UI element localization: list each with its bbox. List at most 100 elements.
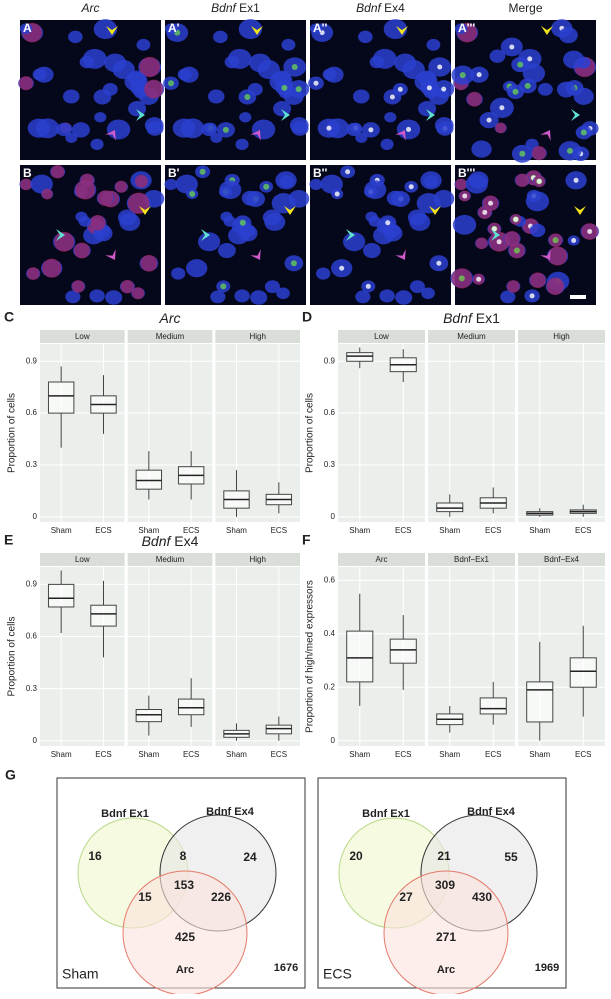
facet-strip [338, 330, 425, 343]
chart-title: Bdnf Ex1 [443, 310, 500, 326]
region-count: 8 [180, 849, 187, 863]
y-tick-label: 0.9 [26, 356, 38, 365]
column-header: Bdnf Ex1 [211, 1, 260, 15]
nucleus [65, 132, 78, 144]
nucleus [264, 280, 280, 294]
column-header: Arc [81, 1, 100, 15]
arc-signal [134, 174, 148, 188]
box [177, 698, 205, 716]
nucleus [144, 117, 164, 134]
y-tick-label: 0.6 [26, 632, 38, 641]
nucleus [117, 209, 137, 226]
ex1-signal [552, 237, 559, 244]
arc-signal [455, 178, 467, 191]
box [47, 381, 75, 414]
box [346, 352, 374, 362]
region-count: 271 [436, 930, 456, 944]
nucleus [426, 38, 441, 51]
nucleus [500, 290, 516, 304]
region-count: 153 [174, 878, 194, 892]
row-label: ECS [1, 221, 16, 248]
nucleus [238, 19, 263, 40]
nucleus [136, 38, 151, 51]
arrowhead [395, 130, 406, 141]
nucleus [471, 140, 492, 158]
y-tick-label: 0.2 [324, 682, 336, 691]
nucleus [90, 138, 104, 150]
nucleus [71, 122, 90, 138]
set-label: Bdnf Ex1 [362, 808, 410, 820]
facet-panel [338, 344, 425, 522]
ex1-signal [263, 183, 270, 190]
condition-label: ECS [323, 966, 352, 982]
nucleus [418, 101, 437, 117]
nucleus [409, 280, 425, 294]
facet-strip [127, 330, 213, 343]
nucleus [342, 232, 366, 252]
region-count: 27 [399, 890, 413, 904]
ex4-signal [334, 191, 340, 197]
nucleus [407, 209, 427, 226]
arrowhead [396, 26, 408, 35]
y-axis-label: Proportion of cells [305, 393, 316, 473]
facet-strip [215, 553, 300, 566]
ex4-signal [513, 216, 519, 222]
facet-label: High [553, 332, 569, 341]
y-tick-label: 0.3 [26, 684, 38, 693]
nucleus [525, 191, 550, 212]
nucleus [556, 81, 576, 98]
panel-letter: F [302, 532, 311, 548]
ex4-signal [476, 276, 482, 282]
nucleus [402, 60, 425, 80]
nucleus [175, 174, 198, 194]
ex4-signal [313, 80, 319, 86]
facet-label: Low [75, 555, 90, 564]
nucleus [383, 19, 408, 40]
arc-signal [515, 173, 530, 188]
y-tick-label: 0.9 [26, 579, 38, 588]
arc-signal [131, 287, 145, 300]
nucleus [434, 117, 454, 134]
ex1-signal [580, 129, 587, 136]
row-label: Sham [1, 73, 16, 107]
y-tick-label: 0.3 [324, 460, 336, 469]
arrowhead [574, 206, 586, 215]
ex4-signal [441, 86, 447, 92]
arc-signal [547, 246, 568, 266]
nucleus [563, 50, 585, 69]
x-tick-label: ECS [95, 526, 111, 535]
x-tick-label: ECS [395, 750, 411, 759]
arc-signal [50, 164, 65, 179]
arc-signal [546, 277, 565, 296]
nucleus [316, 267, 331, 280]
y-axis-label: Proportion of high/med expressors [305, 580, 316, 733]
arc-signal [140, 254, 158, 272]
nucleus [380, 138, 394, 150]
arc-signal [26, 267, 40, 280]
ex1-signal [281, 84, 288, 91]
arrowhead [540, 130, 551, 141]
arc-signal [504, 230, 520, 247]
facet-label: Bdnf−Ex1 [454, 555, 489, 564]
ex4-signal [491, 226, 497, 232]
box [346, 630, 374, 683]
ex1-signal [291, 64, 298, 71]
arc-signal [127, 192, 150, 215]
ex4-signal [536, 178, 542, 184]
nucleus [363, 242, 381, 259]
nucleus [386, 190, 405, 206]
ex4-signal [587, 228, 593, 234]
nucleus [94, 112, 107, 123]
arc-signal [506, 280, 520, 293]
arc-signal [18, 76, 34, 91]
total-count: 1969 [535, 962, 559, 974]
nucleus [27, 118, 51, 138]
ex4-signal [482, 209, 488, 215]
nucleus [346, 122, 363, 137]
facet-strip [215, 330, 300, 343]
nucleus [68, 30, 83, 44]
header-suffix: Merge [508, 1, 542, 15]
facet-strip [428, 330, 515, 343]
ex4-signal [345, 169, 351, 175]
nucleus [213, 30, 228, 44]
